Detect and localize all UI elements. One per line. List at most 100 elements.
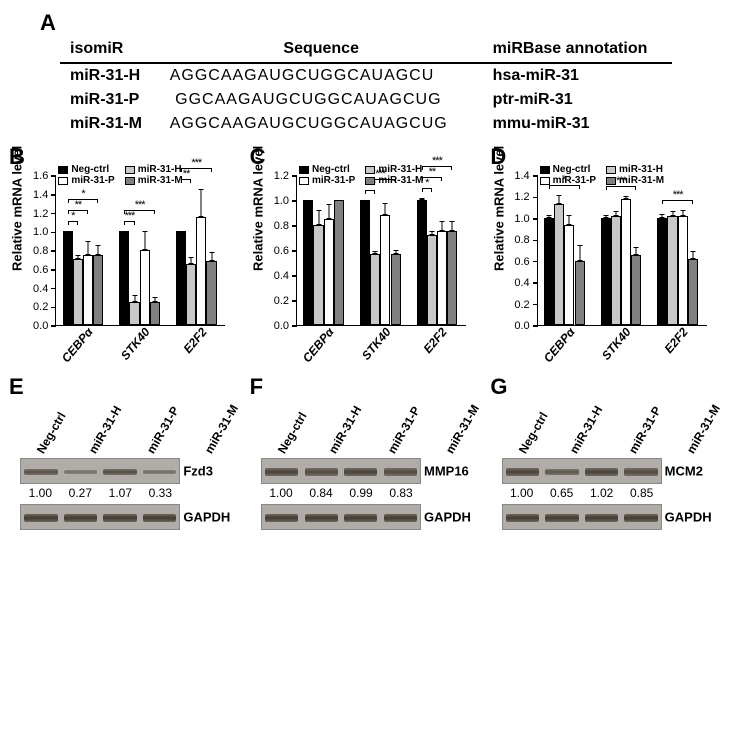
legend: Neg-ctrlmiR-31-HmiR-31-PmiR-31-M bbox=[58, 164, 182, 186]
y-tick-label: 0.4 bbox=[274, 270, 289, 282]
panel-c: C Neg-ctrlmiR-31-HmiR-31-PmiR-31-M0.00.2… bbox=[256, 166, 477, 356]
y-tick-label: 1.4 bbox=[33, 189, 48, 201]
lane-label: miR-31-H bbox=[86, 403, 124, 456]
y-tick-label: 0.4 bbox=[33, 283, 48, 295]
legend-label: Neg-ctrl bbox=[312, 164, 350, 175]
isomir-ann: ptr-miR-31 bbox=[483, 88, 672, 112]
quant-row: 1.000.840.990.83 bbox=[261, 484, 421, 504]
significance-bracket: *** bbox=[365, 190, 375, 194]
row-bcd: B Neg-ctrlmiR-31-HmiR-31-PmiR-31-M0.00.2… bbox=[0, 146, 732, 366]
y-tick-label: 0.6 bbox=[274, 245, 289, 257]
quant-value: 1.00 bbox=[20, 486, 60, 500]
bar bbox=[140, 250, 150, 325]
significance-bracket: *** bbox=[606, 186, 637, 190]
legend-label: miR-31-M bbox=[619, 175, 664, 186]
y-tick-label: 0.2 bbox=[33, 301, 48, 313]
plot-area: 0.00.20.40.60.81.01.2CEBPαSTK40******E2F… bbox=[296, 176, 466, 326]
isomir-table: isomiR Sequence miRBase annotation miR-3… bbox=[60, 36, 672, 136]
y-tick-label: 1.0 bbox=[33, 226, 48, 238]
quant-value: 0.99 bbox=[341, 486, 381, 500]
category-label: STK40 bbox=[599, 325, 634, 363]
y-tick-label: 0.6 bbox=[33, 264, 48, 276]
bar bbox=[564, 225, 574, 325]
y-axis-label: Relative mRNA level bbox=[251, 145, 266, 270]
bar bbox=[93, 255, 103, 325]
lane-label: Neg-ctrl bbox=[34, 410, 69, 456]
panel-d: D Neg-ctrlmiR-31-HmiR-31-PmiR-31-M0.00.2… bbox=[496, 166, 717, 356]
bar bbox=[391, 254, 401, 325]
bar bbox=[324, 219, 334, 325]
category-label: E2F2 bbox=[421, 325, 450, 356]
y-tick-label: 0.8 bbox=[274, 220, 289, 232]
bar bbox=[611, 216, 621, 325]
category-label: E2F2 bbox=[661, 325, 690, 356]
th-annotation: miRBase annotation bbox=[483, 36, 672, 63]
blot-label: GAPDH bbox=[424, 510, 471, 525]
panel-f: F Neg-ctrlmiR-31-HmiR-31-PmiR-31-MMMP161… bbox=[256, 396, 477, 530]
blot-gapdh: GAPDH bbox=[261, 504, 421, 530]
significance-bracket: *** bbox=[422, 166, 453, 170]
legend-label: miR-31-P bbox=[71, 175, 114, 186]
bar bbox=[601, 218, 611, 325]
quant-value: 1.00 bbox=[261, 486, 301, 500]
y-tick-label: 0.0 bbox=[274, 320, 289, 332]
legend-label: miR-31-H bbox=[138, 164, 182, 175]
bar bbox=[73, 259, 83, 325]
blot-target: MCM2 bbox=[502, 458, 662, 484]
panel-a-label: A bbox=[40, 10, 672, 36]
significance-bracket: * bbox=[68, 221, 78, 225]
lane-label: miR-31-M bbox=[202, 402, 241, 456]
panel-g: G Neg-ctrlmiR-31-HmiR-31-PmiR-31-MMCM21.… bbox=[496, 396, 717, 530]
y-tick-label: 0.2 bbox=[274, 295, 289, 307]
bar bbox=[667, 216, 677, 325]
panel-e: E Neg-ctrlmiR-31-HmiR-31-PmiR-31-MFzd31.… bbox=[15, 396, 236, 530]
bar bbox=[196, 217, 206, 325]
blot-gapdh: GAPDH bbox=[20, 504, 180, 530]
bar bbox=[631, 255, 641, 325]
legend-label: Neg-ctrl bbox=[553, 164, 591, 175]
y-tick-label: 0.4 bbox=[514, 277, 529, 289]
quant-value: 0.83 bbox=[381, 486, 421, 500]
panel-b: B Neg-ctrlmiR-31-HmiR-31-PmiR-31-M0.00.2… bbox=[15, 166, 236, 356]
y-tick-label: 0.8 bbox=[514, 234, 529, 246]
y-tick-label: 1.2 bbox=[514, 191, 529, 203]
blot-label: Fzd3 bbox=[183, 464, 213, 479]
bar bbox=[150, 302, 160, 325]
legend-label: Neg-ctrl bbox=[71, 164, 109, 175]
y-tick-label: 1.0 bbox=[274, 195, 289, 207]
quant-value: 1.07 bbox=[100, 486, 140, 500]
category-label: CEBPα bbox=[59, 325, 96, 365]
plot-area: 0.00.20.40.60.81.01.21.4CEBPα*STK40***E2… bbox=[537, 176, 707, 326]
legend-label: miR-31-M bbox=[378, 175, 423, 186]
bar bbox=[303, 200, 313, 325]
y-tick-label: 0.6 bbox=[514, 256, 529, 268]
legend-label: miR-31-P bbox=[553, 175, 596, 186]
bar bbox=[575, 261, 585, 325]
bar bbox=[437, 231, 447, 325]
y-tick-label: 1.4 bbox=[514, 170, 529, 182]
quant-value: 0.33 bbox=[140, 486, 180, 500]
legend: Neg-ctrlmiR-31-HmiR-31-PmiR-31-M bbox=[299, 164, 423, 186]
isomir-name: miR-31-M bbox=[60, 112, 160, 136]
isomir-seq: AGGCAAGAUGCUGGCAUAGCU bbox=[160, 63, 483, 88]
quant-value: 1.00 bbox=[502, 486, 542, 500]
y-tick-label: 0.0 bbox=[514, 320, 529, 332]
blot-label: GAPDH bbox=[183, 510, 230, 525]
lane-label: miR-31-M bbox=[443, 402, 482, 456]
bar bbox=[129, 302, 139, 325]
bar bbox=[186, 264, 196, 325]
category-label: CEBPα bbox=[300, 325, 337, 365]
row-efg: E Neg-ctrlmiR-31-HmiR-31-PmiR-31-MFzd31.… bbox=[0, 366, 732, 530]
significance-bracket: * bbox=[422, 188, 432, 192]
bar bbox=[206, 261, 216, 325]
bar bbox=[360, 200, 370, 325]
bar bbox=[544, 218, 554, 325]
y-tick-label: 0.8 bbox=[33, 245, 48, 257]
quant-row: 1.000.271.070.33 bbox=[20, 484, 180, 504]
lane-header: Neg-ctrlmiR-31-HmiR-31-PmiR-31-M bbox=[20, 396, 230, 456]
category-label: STK40 bbox=[118, 325, 153, 363]
significance-bracket: ** bbox=[422, 177, 442, 181]
y-axis-label: Relative mRNA level bbox=[10, 145, 25, 270]
bar bbox=[678, 216, 688, 325]
lane-label: Neg-ctrl bbox=[275, 410, 310, 456]
